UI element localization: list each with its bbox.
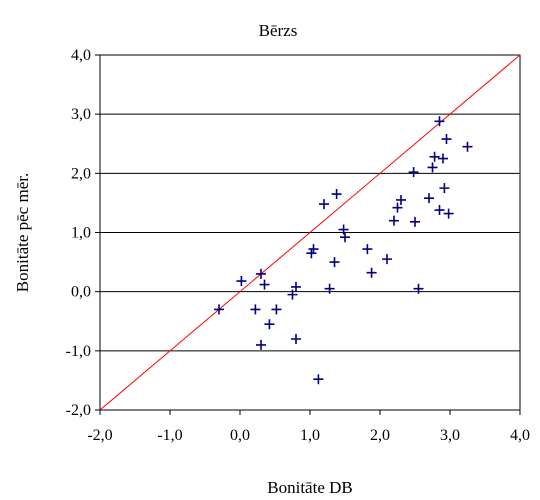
y-tick-label: 4,0: [71, 47, 91, 64]
y-tick-label: 1,0: [71, 225, 91, 242]
y-tick-label: 3,0: [71, 106, 91, 123]
data-point: [271, 304, 282, 315]
data-point: [443, 208, 454, 219]
data-point: [408, 167, 419, 178]
data-point: [410, 216, 420, 227]
data-point: [439, 183, 450, 194]
y-tick-label: -2,0: [66, 402, 91, 419]
data-point: [396, 194, 406, 205]
data-point: [306, 248, 317, 259]
data-point: [256, 339, 266, 350]
reference-line: [99, 54, 521, 411]
ticks: -2,0 -1,0 0,0 1,0 2,0 3,0 4,0 -2,0 -1,0 0,0 1,0 2,0…: [66, 47, 530, 444]
data-point: [382, 254, 392, 265]
data-point: [340, 232, 350, 243]
data-point: [434, 116, 445, 127]
data-point: [429, 151, 440, 162]
x-axis-title: Bonitāte DB: [267, 478, 352, 497]
y-axis-title: Bonitāte pēc mēr.: [13, 173, 32, 292]
x-tick-label: 0,0: [230, 427, 250, 444]
y-tick-label: 2,0: [71, 165, 91, 182]
data-point: [427, 162, 438, 173]
data-point: [462, 141, 473, 152]
data-point: [313, 374, 324, 385]
data-point: [256, 268, 266, 279]
chart-title: Bērzs: [259, 21, 298, 40]
data-point: [319, 199, 329, 210]
reference-line-group: [99, 54, 521, 411]
x-tick-label: -1,0: [157, 427, 182, 444]
data-point: [392, 202, 403, 213]
data-point: [291, 281, 301, 292]
data-point: [329, 257, 340, 268]
data-points: [214, 116, 473, 385]
data-point: [287, 289, 298, 300]
data-point: [308, 244, 319, 255]
data-point: [291, 334, 301, 344]
y-tick-label: 0,0: [71, 284, 91, 301]
data-point: [366, 267, 377, 278]
data-point: [362, 244, 373, 255]
data-point: [331, 189, 342, 200]
data-point: [413, 283, 424, 294]
data-point: [264, 319, 275, 330]
data-point: [324, 283, 335, 294]
data-point: [424, 193, 434, 204]
data-point: [259, 279, 270, 290]
data-point: [250, 304, 261, 315]
data-point: [338, 224, 349, 235]
x-tick-label: -2,0: [87, 427, 112, 444]
data-point: [389, 215, 399, 226]
x-tick-label: 2,0: [370, 427, 390, 444]
y-tick-label: -1,0: [66, 343, 91, 360]
data-point: [434, 205, 445, 216]
data-point: [438, 153, 448, 164]
data-point: [236, 276, 247, 287]
data-point: [214, 304, 224, 315]
x-tick-label: 3,0: [440, 427, 460, 444]
data-point: [441, 134, 452, 145]
x-tick-label: 1,0: [300, 427, 320, 444]
x-tick-label: 4,0: [510, 427, 530, 444]
